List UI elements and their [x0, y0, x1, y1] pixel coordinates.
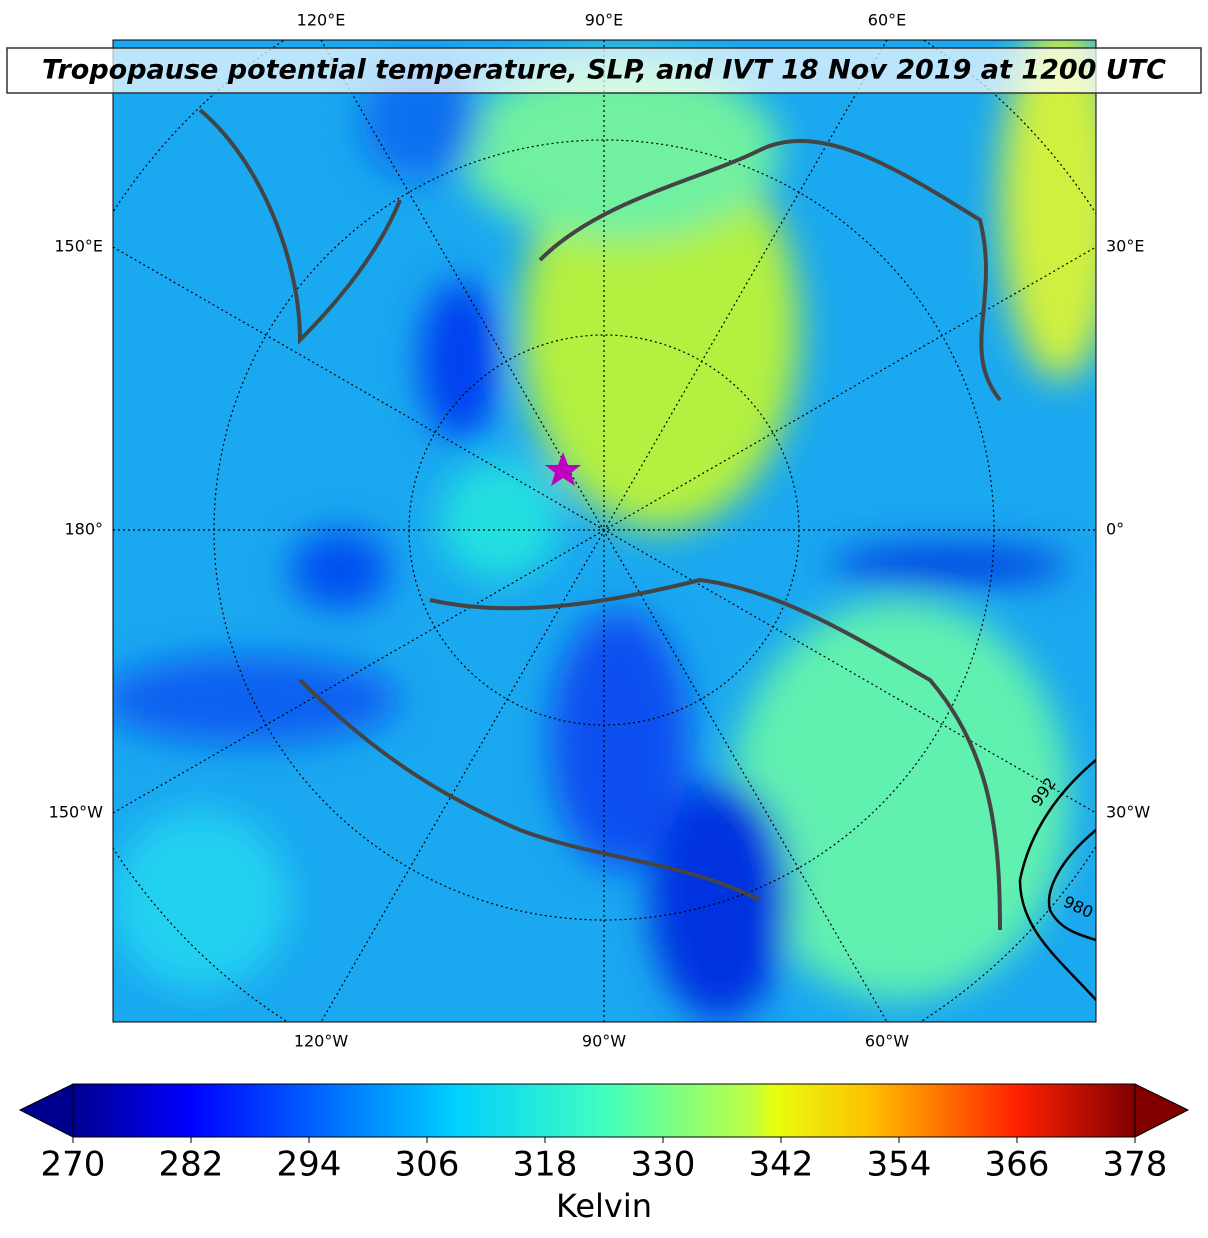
graticule-label: 180°	[64, 520, 103, 539]
title: Tropopause potential temperature, SLP, a…	[42, 55, 1166, 86]
graticule-label: 60°E	[868, 11, 906, 30]
graticule-label: 30°E	[1106, 237, 1144, 256]
graticule-label: 150°W	[49, 803, 104, 822]
colorbar-tick-label: 366	[985, 1145, 1050, 1185]
colorbar-tick-label: 378	[1103, 1145, 1168, 1185]
graticule-label: 60°W	[865, 1032, 909, 1051]
graticule-label: 0°	[1106, 520, 1124, 539]
colorbar-tick-label: 330	[631, 1145, 696, 1185]
graticule-label: 150°E	[54, 237, 103, 256]
map-field	[113, 40, 1096, 1022]
graticule-label: 120°E	[297, 11, 346, 30]
colorbar-tick-label: 354	[867, 1145, 932, 1185]
graticule-label: 120°W	[294, 1032, 349, 1051]
colorbar-tick-label: 342	[749, 1145, 814, 1185]
graticule-label: 90°E	[585, 11, 623, 30]
graticule-label: 30°W	[1106, 803, 1150, 822]
colorbar-tick-label: 294	[277, 1145, 342, 1185]
colorbar-tick-label: 306	[395, 1145, 460, 1185]
graticule-label: 90°W	[582, 1032, 626, 1051]
colorbar-label: Kelvin	[556, 1187, 652, 1225]
colorbar	[18, 1083, 1190, 1138]
colorbar-tick-label: 270	[41, 1145, 106, 1185]
colorbar-tick-label: 282	[159, 1145, 224, 1185]
colorbar-tick-label: 318	[513, 1145, 578, 1185]
